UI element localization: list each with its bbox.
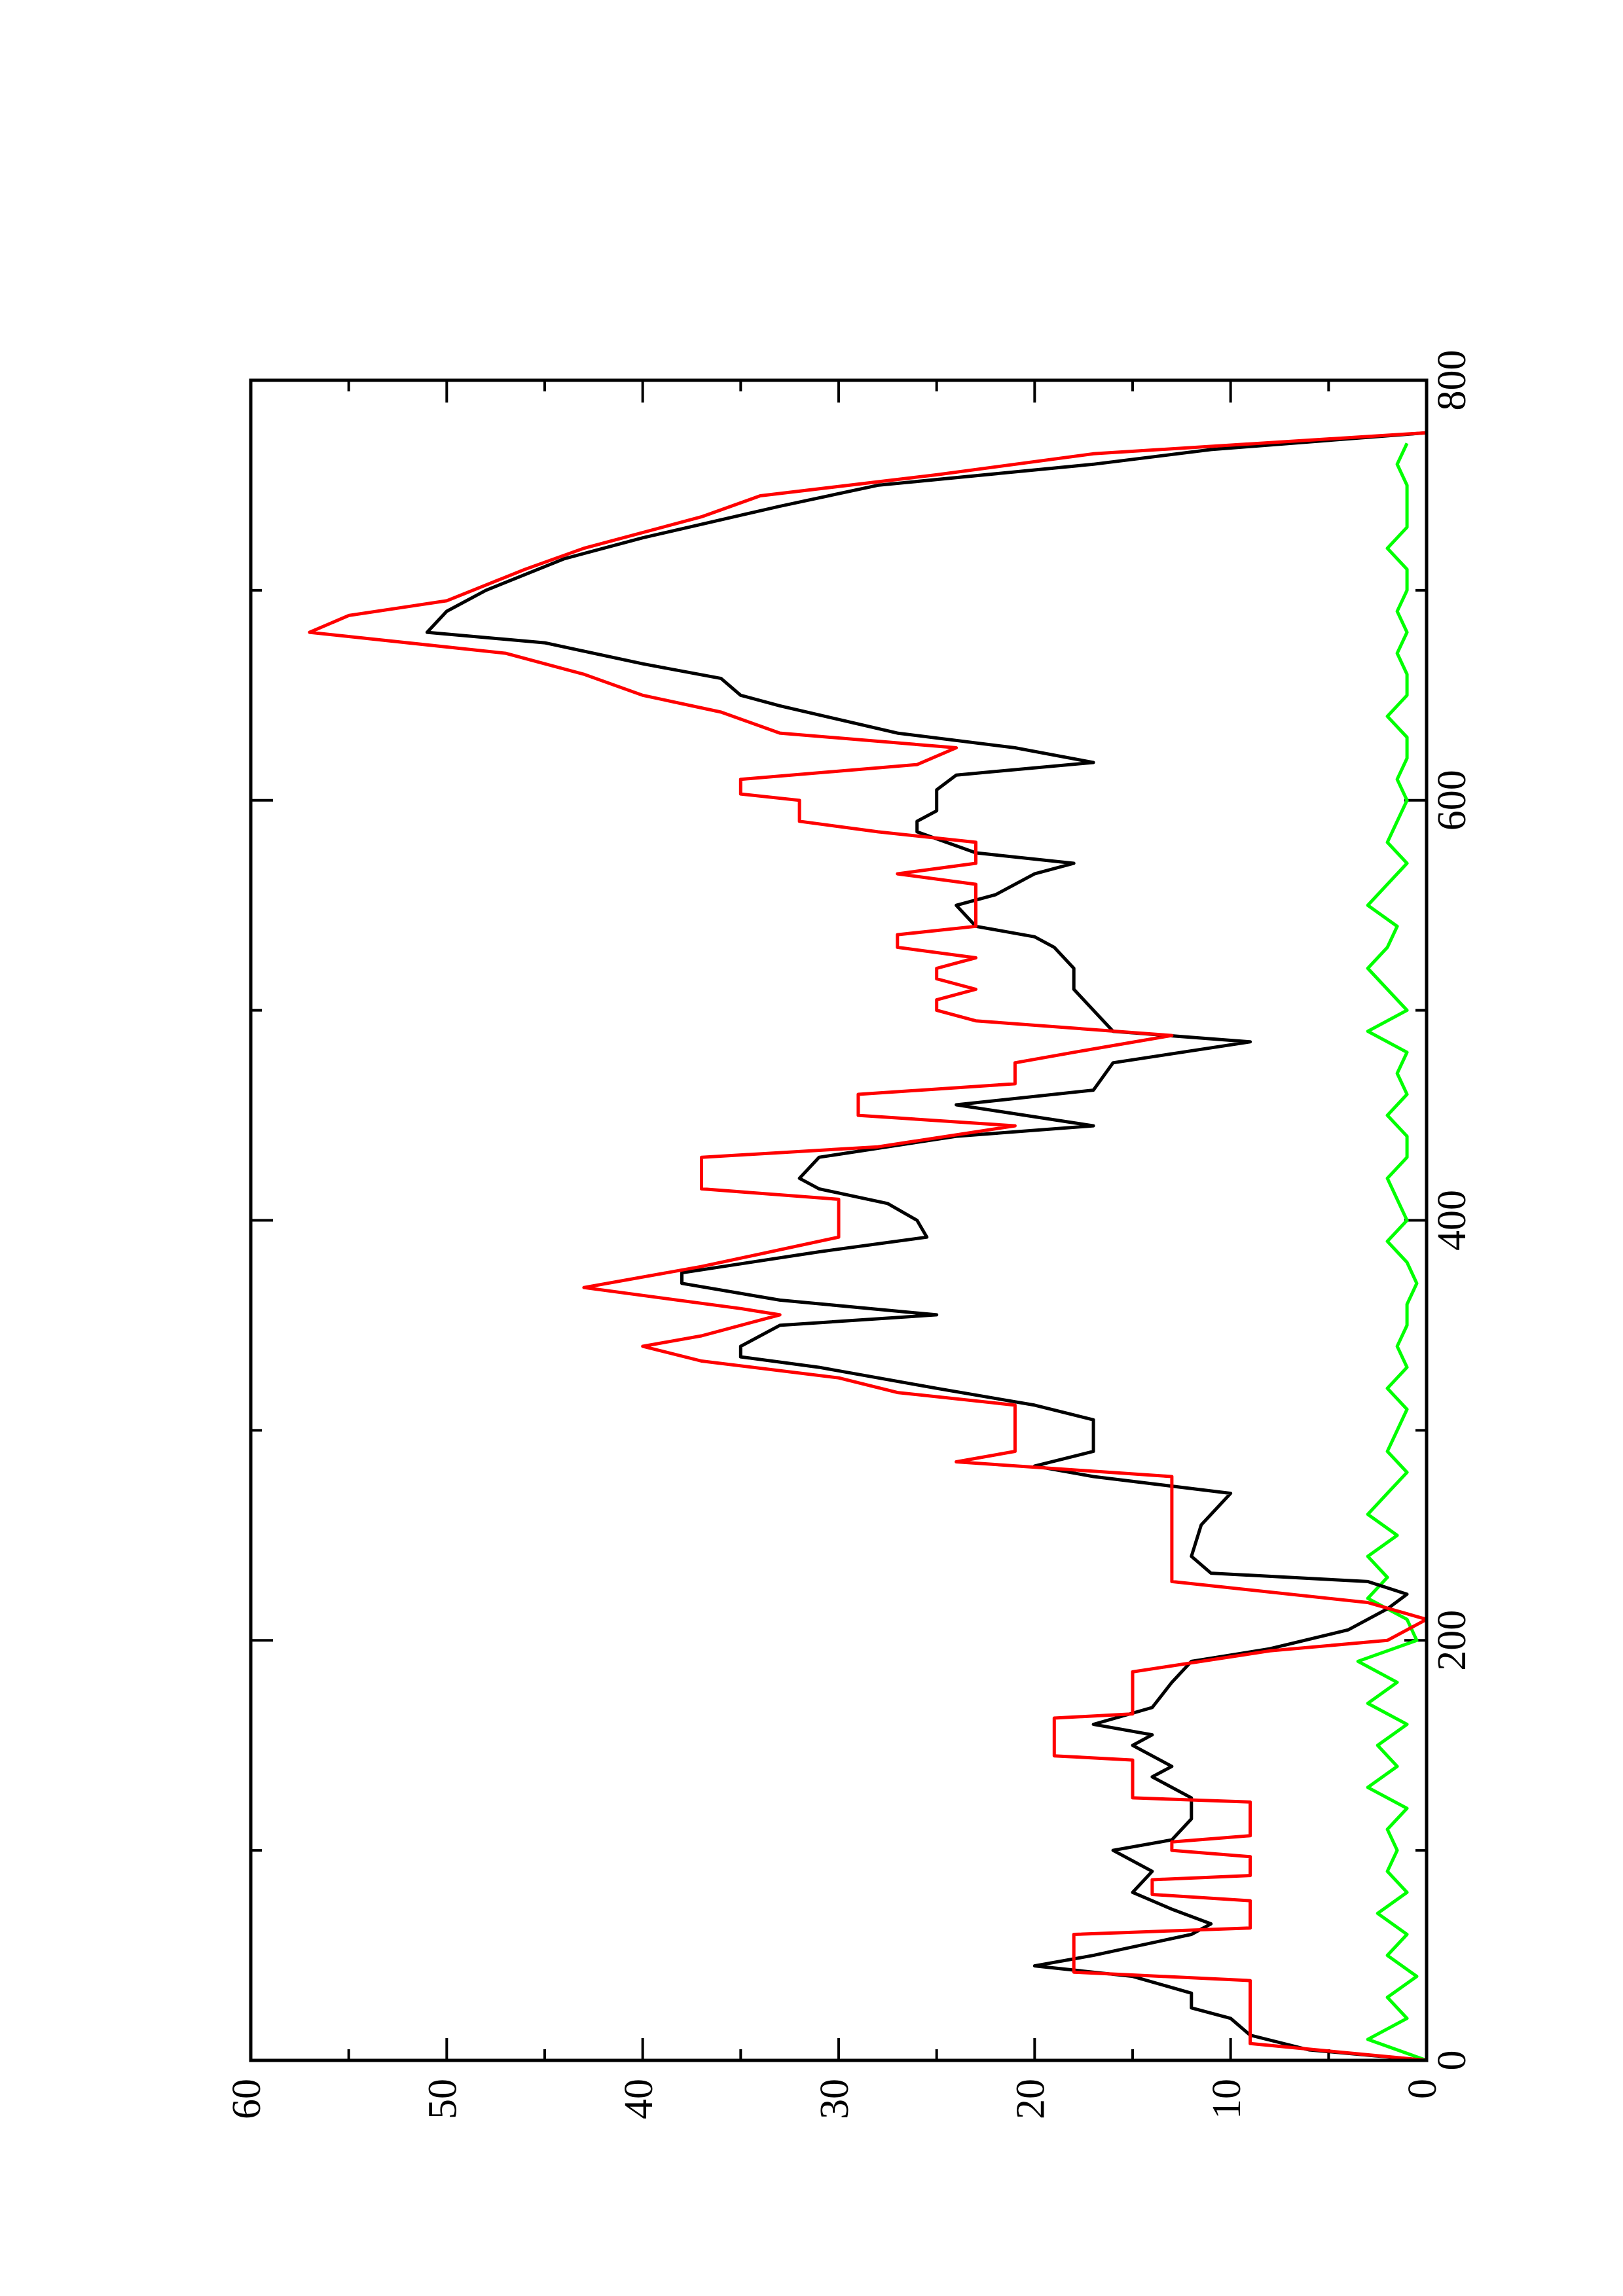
y-tick-label: 40 [617,2079,661,2119]
x-tick-label: 400 [1430,1190,1474,1251]
x-tick-label: 800 [1430,350,1474,411]
x-tick-label: 200 [1430,1610,1474,1671]
series-line [308,431,1429,2062]
x-tick-label: 0 [1430,2051,1474,2071]
y-tick-label: 10 [1205,2079,1249,2119]
series-line [425,431,1427,2062]
series-line [1356,442,1427,2062]
y-tick-label: 60 [225,2079,269,2119]
y-tick-label: 20 [1009,2079,1053,2119]
y-tick-label: 50 [421,2079,465,2119]
y-tick-label: 0 [1400,2079,1445,2099]
x-tick-label: 600 [1430,770,1474,831]
y-tick-label: 30 [812,2079,857,2119]
plot-frame [249,378,1429,2062]
